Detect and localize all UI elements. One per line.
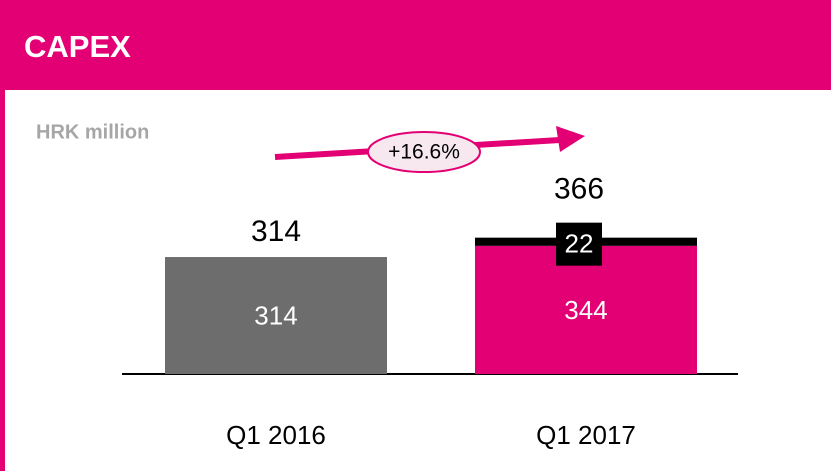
bar-segment <box>165 257 387 374</box>
x-tick-label: Q1 2016 <box>226 420 326 450</box>
total-label: 314 <box>251 215 301 248</box>
value-label: 344 <box>564 295 607 325</box>
value-label: 22 <box>565 229 594 259</box>
annotation: +16.6% <box>388 141 460 164</box>
value-label: 314 <box>254 300 297 330</box>
side-border <box>0 90 5 471</box>
value-label-box <box>556 222 602 266</box>
total-label: 366 <box>554 173 604 206</box>
annotation-badge <box>367 131 481 173</box>
x-tick-label: Q1 2017 <box>536 420 636 450</box>
bar-segment <box>475 245 697 374</box>
chart-title: CAPEX <box>24 29 131 64</box>
arrow-head <box>556 126 585 152</box>
header <box>0 0 831 90</box>
subtitle: HRK million <box>36 121 149 143</box>
